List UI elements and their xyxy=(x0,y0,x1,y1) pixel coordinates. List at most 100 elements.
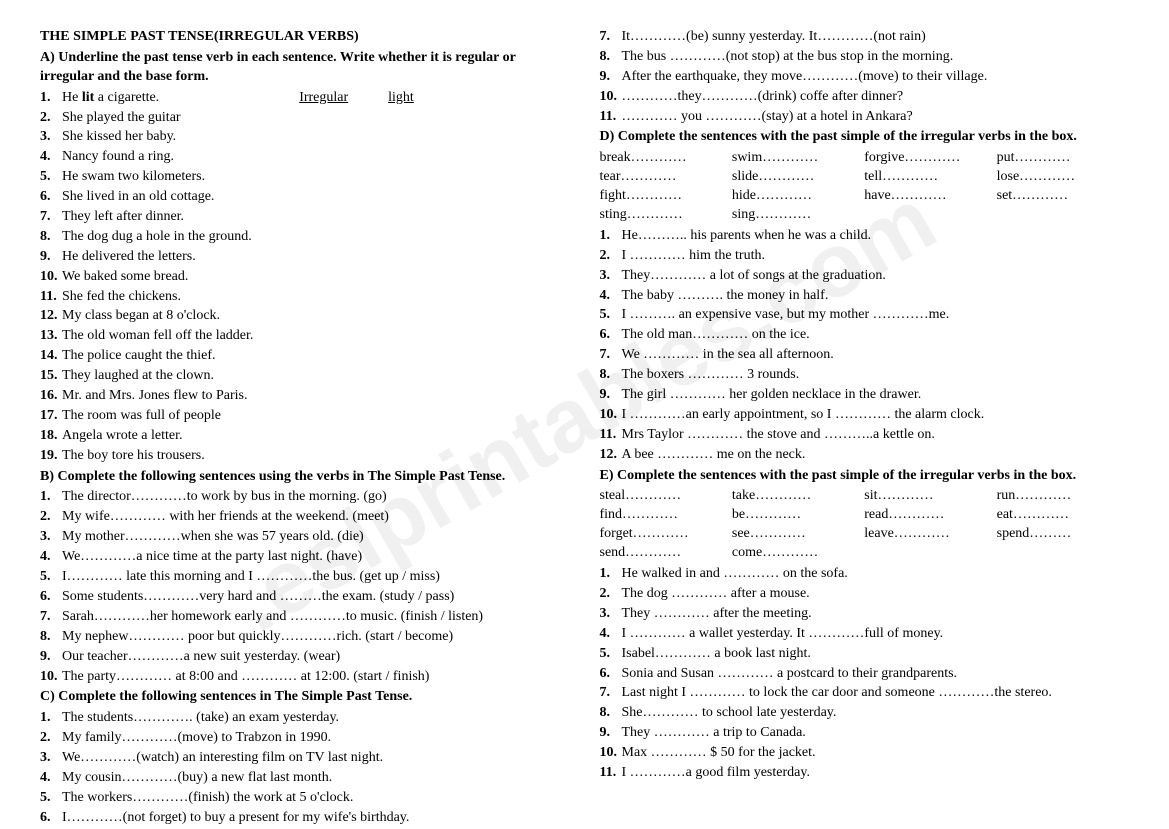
item-number: 17. xyxy=(40,407,62,426)
list-item: 1.He……….. his parents when he was a chil… xyxy=(600,227,1130,246)
item-text: They laughed at the clown. xyxy=(62,367,570,386)
item-number: 7. xyxy=(40,208,62,227)
list-item: 9.After the earthquake, they move…………(mo… xyxy=(600,68,1130,87)
list-item: 7.It…………(be) sunny yesterday. It…………(not… xyxy=(600,28,1130,47)
item-number: 11. xyxy=(600,108,622,127)
list-item: 6.I…………(not forget) to buy a present for… xyxy=(40,809,570,828)
verb-item: take………… xyxy=(732,487,864,506)
item-number: 18. xyxy=(40,427,62,446)
list-item: 5.He swam two kilometers. xyxy=(40,168,570,187)
right-column: 7.It…………(be) sunny yesterday. It…………(not… xyxy=(600,28,1130,829)
item-number: 6. xyxy=(600,665,622,684)
item-text: I ………. an expensive vase, but my mother … xyxy=(622,306,1130,325)
item-number: 7. xyxy=(600,346,622,365)
item-number: 5. xyxy=(40,789,62,808)
item-text: They ………… after the meeting. xyxy=(622,605,1130,624)
list-item: 5.I………… late this morning and I …………the … xyxy=(40,568,570,587)
list-item: 11.I …………a good film yesterday. xyxy=(600,764,1130,783)
verb-item: tear………… xyxy=(600,168,732,187)
section-c-list-left: 1.The students…………. (take) an exam yeste… xyxy=(40,709,570,827)
list-item: 8.The boxers ………… 3 rounds. xyxy=(600,366,1130,385)
item-number: 19. xyxy=(40,447,62,466)
list-item: 3.She kissed her baby. xyxy=(40,128,570,147)
item-number: 3. xyxy=(600,267,622,286)
item-text: Our teacher…………a new suit yesterday. (we… xyxy=(62,648,570,667)
verb-item: put………… xyxy=(997,149,1129,168)
item-number: 1. xyxy=(40,488,62,507)
item-number: 9. xyxy=(600,386,622,405)
item-number: 2. xyxy=(40,508,62,527)
section-e-verb-box: steal………… take………… sit………… run………… find…… xyxy=(600,487,1130,563)
item-number: 4. xyxy=(600,625,622,644)
item-text: ………… you …………(stay) at a hotel in Ankara… xyxy=(622,108,1130,127)
list-item: 6.Sonia and Susan ………… a postcard to the… xyxy=(600,665,1130,684)
list-item: 14.The police caught the thief. xyxy=(40,347,570,366)
section-a-list: 1.He lit a cigarette.Irregularlight 2.Sh… xyxy=(40,89,570,466)
item-number: 4. xyxy=(40,548,62,567)
list-item: 9.Our teacher…………a new suit yesterday. (… xyxy=(40,648,570,667)
verb-item: eat………… xyxy=(997,506,1129,525)
item-number: 12. xyxy=(600,446,622,465)
item-text: The dog ………… after a mouse. xyxy=(622,585,1130,604)
item-number: 10. xyxy=(600,406,622,425)
item-number: 8. xyxy=(40,228,62,247)
section-b-list: 1.The director…………to work by bus in the … xyxy=(40,488,570,686)
item-number: 8. xyxy=(600,48,622,67)
item-text: He walked in and ………… on the sofa. xyxy=(622,565,1130,584)
verb-item: see………… xyxy=(732,525,864,544)
list-item: 7.Last night I ………… to lock the car door… xyxy=(600,684,1130,703)
item-text: She lived in an old cottage. xyxy=(62,188,570,207)
item-number: 10. xyxy=(600,744,622,763)
item-number: 5. xyxy=(600,645,622,664)
section-b-head: B) Complete the following sentences usin… xyxy=(40,468,570,487)
item-text: She………… to school late yesterday. xyxy=(622,704,1130,723)
item-text: He lit a cigarette.Irregularlight xyxy=(62,89,570,108)
two-column-layout: THE SIMPLE PAST TENSE(IRREGULAR VERBS) A… xyxy=(40,28,1129,829)
list-item: 4.Nancy found a ring. xyxy=(40,148,570,167)
item-text: It…………(be) sunny yesterday. It…………(not r… xyxy=(622,28,1130,47)
list-item: 2.The dog ………… after a mouse. xyxy=(600,585,1130,604)
item-text: My wife………… with her friends at the week… xyxy=(62,508,570,527)
list-item: 4.I ………… a wallet yesterday. It …………full… xyxy=(600,625,1130,644)
list-item: 10.Max ………… $ 50 for the jacket. xyxy=(600,744,1130,763)
item-text: The girl ………… her golden necklace in the… xyxy=(622,386,1130,405)
verb-item: have………… xyxy=(864,187,996,206)
item-text: We ………… in the sea all afternoon. xyxy=(622,346,1130,365)
item-number: 15. xyxy=(40,367,62,386)
item-number: 11. xyxy=(600,764,622,783)
verb-item: swim………… xyxy=(732,149,864,168)
item-text: I …………a good film yesterday. xyxy=(622,764,1130,783)
list-item: 6.Some students…………very hard and ………the … xyxy=(40,588,570,607)
list-item: 10.…………they…………(drink) coffe after dinne… xyxy=(600,88,1130,107)
item-number: 9. xyxy=(600,724,622,743)
item-number: 7. xyxy=(600,28,622,47)
item-text: We…………(watch) an interesting film on TV … xyxy=(62,749,570,768)
item-text: We…………a nice time at the party last nigh… xyxy=(62,548,570,567)
section-d-list: 1.He……….. his parents when he was a chil… xyxy=(600,227,1130,465)
list-item: 3.They ………… after the meeting. xyxy=(600,605,1130,624)
item-text: My family…………(move) to Trabzon in 1990. xyxy=(62,729,570,748)
list-item: 2.My wife………… with her friends at the we… xyxy=(40,508,570,527)
list-item: 9.They ………… a trip to Canada. xyxy=(600,724,1130,743)
item-number: 10. xyxy=(600,88,622,107)
item-number: 3. xyxy=(40,128,62,147)
section-d-verb-box: break………… swim………… forgive………… put………… t… xyxy=(600,149,1130,225)
list-item: 10.We baked some bread. xyxy=(40,268,570,287)
item-text: Sarah…………her homework early and …………to m… xyxy=(62,608,570,627)
item-text: The party………… at 8:00 and ………… at 12:00.… xyxy=(62,668,570,687)
item-number: 8. xyxy=(40,628,62,647)
section-e-head: E) Complete the sentences with the past … xyxy=(600,467,1130,486)
verb-item: come………… xyxy=(732,544,864,563)
item-number: 16. xyxy=(40,387,62,406)
item-text: …………they…………(drink) coffe after dinner? xyxy=(622,88,1130,107)
item-text: I …………an early appointment, so I ………… th… xyxy=(622,406,1130,425)
item-number: 14. xyxy=(40,347,62,366)
item-text: Isabel………… a book last night. xyxy=(622,645,1130,664)
list-item: 13.The old woman fell off the ladder. xyxy=(40,327,570,346)
left-column: THE SIMPLE PAST TENSE(IRREGULAR VERBS) A… xyxy=(40,28,570,829)
item-text: The dog dug a hole in the ground. xyxy=(62,228,570,247)
list-item: 11.Mrs Taylor ………… the stove and ………..a … xyxy=(600,426,1130,445)
item-text: Max ………… $ 50 for the jacket. xyxy=(622,744,1130,763)
item-number: 5. xyxy=(40,568,62,587)
list-item: 11.………… you …………(stay) at a hotel in Ank… xyxy=(600,108,1130,127)
